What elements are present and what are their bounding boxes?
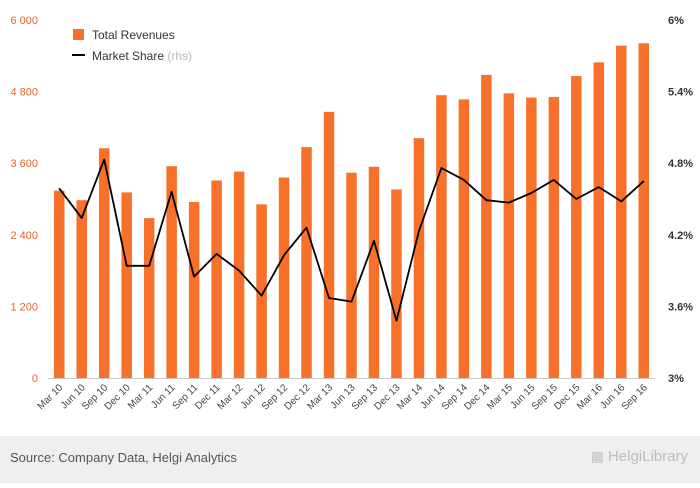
left-axis-tick-label: 0 [32,373,38,385]
legend-swatch-revenues [73,29,84,40]
left-axis-tick-label: 2 400 [10,230,38,242]
x-axis-tick-label: Mar 13 [305,382,335,412]
right-axis-tick-label: 5.4% [668,87,693,99]
revenue-bar [548,96,560,378]
revenue-bar [616,45,627,378]
revenue-bar [368,166,380,378]
right-axis-tick-label: 3% [668,373,684,385]
legend-label-revenues: Total Revenues [92,28,175,42]
right-axis-tick-label: 4.8% [668,158,693,170]
revenue-bar [346,172,357,378]
left-axis-tick-label: 6 000 [10,15,38,27]
right-axis-tick-label: 4.2% [668,230,693,242]
library-icon: ▩ [590,448,604,464]
revenue-bar [481,74,492,378]
revenue-bar [436,95,447,379]
x-axis-tick-label: Mar 15 [485,382,515,412]
left-axis-tick-label: 4 800 [10,87,38,99]
revenue-bar [526,97,537,379]
revenue-bar [593,62,605,378]
x-axis-tick-label: Mar 14 [395,382,425,412]
legend-rhs-suffix: (rhs) [167,49,192,63]
left-axis-tick-label: 3 600 [10,158,38,170]
x-axis-tick-label: Mar 12 [215,382,245,412]
legend-label-market-share: Market Share (rhs) [92,49,192,63]
revenue-bar [323,111,335,379]
revenue-bar [391,189,402,378]
revenue-bar [188,201,200,378]
brand-name: HelgiLibrary [607,448,688,465]
source-note: Source: Company Data, Helgi Analytics [10,450,237,465]
footer-bar [0,436,700,483]
revenue-bar [278,177,290,378]
x-axis-tick-label: Mar 10 [36,382,66,412]
revenue-bar [571,76,582,378]
brand-logo[interactable]: ▩ HelgiLibrary [591,448,688,465]
revenue-bar [121,192,132,378]
x-axis-tick-label: Dec 10 [103,382,133,412]
left-axis-tick-label: 1 200 [10,301,38,313]
x-axis-tick-label: Mar 16 [575,382,605,412]
revenue-bar [53,190,65,378]
right-axis-tick-label: 6% [668,15,684,27]
revenue-bar [458,99,470,379]
revenue-bar [143,218,155,378]
revenue-bar [256,204,267,378]
x-axis-tick-label: Sep 16 [620,382,650,412]
revenue-bar [638,43,650,379]
revenue-bar [413,138,425,378]
revenue-bar [233,171,245,378]
market-share-line [58,158,645,322]
revenue-bar [211,180,222,378]
right-axis-tick-label: 3.6% [668,301,693,313]
revenue-bar [98,148,110,378]
revenue-bar [503,93,515,378]
revenue-bar [166,166,177,378]
revenue-bar [76,200,87,378]
x-axis-tick-label: Mar 11 [126,382,156,412]
revenue-bar [301,147,312,378]
